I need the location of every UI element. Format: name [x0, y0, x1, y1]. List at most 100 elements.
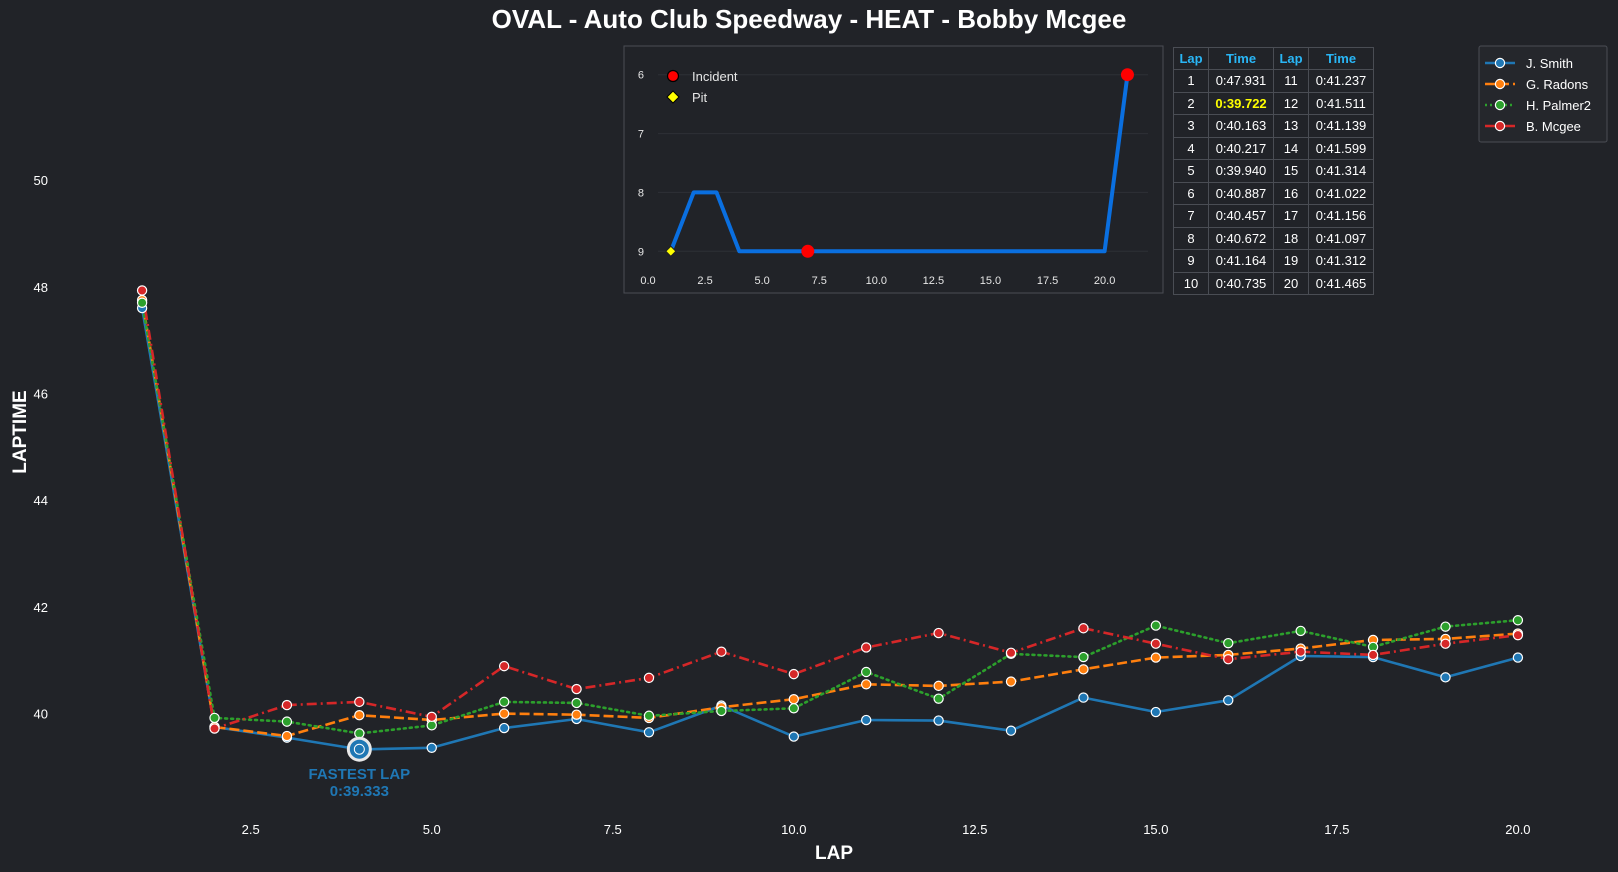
y-tick-label: 46: [34, 386, 48, 401]
y-tick-label: 44: [34, 493, 48, 508]
legend-label: B. Mcgee: [1526, 119, 1581, 134]
table-cell: 0:41.237: [1308, 69, 1374, 93]
table-cell: 0:41.599: [1308, 136, 1374, 160]
table-cell: 11: [1273, 69, 1309, 93]
table-cell: 4: [1173, 136, 1209, 160]
main-series: [140, 290, 1520, 751]
data-point: [1005, 725, 1017, 736]
data-point: [136, 297, 148, 308]
x-tick-label: 15.0: [1143, 822, 1168, 837]
data-point: [498, 722, 510, 734]
table-cell: 0:40.217: [1208, 136, 1274, 160]
data-point: [788, 703, 799, 714]
table-row: 6 0:40.887 16 0:41.022: [1173, 181, 1374, 205]
table-cell: 0:39.940: [1208, 159, 1274, 183]
inset-x-tick-label: 20.0: [1094, 275, 1115, 287]
data-point: [1512, 615, 1524, 626]
inset-y-tick-label: 8: [638, 187, 644, 199]
data-point: [933, 627, 944, 639]
table-cell: 0:40.735: [1208, 271, 1274, 295]
series-line: [140, 307, 1519, 751]
x-tick-label: 12.5: [962, 822, 987, 837]
table-row: 5 0:39.940 15 0:41.314: [1173, 159, 1374, 183]
data-point: [209, 712, 220, 724]
data-point: [1512, 629, 1524, 641]
legend-label: J. Smith: [1526, 56, 1573, 71]
chart-title: OVAL - Auto Club Speedway - HEAT - Bobby…: [491, 4, 1127, 34]
data-point: [1295, 646, 1306, 657]
data-point: [498, 696, 510, 708]
data-point: [1078, 623, 1089, 634]
data-point: [1005, 676, 1017, 687]
legend-marker: [1494, 78, 1506, 90]
table-cell: 17: [1273, 204, 1309, 228]
data-point: [861, 666, 872, 678]
inset-y-tick-label: 9: [638, 246, 644, 258]
inset-y-tick-label: 6: [638, 70, 644, 82]
table-cell: 13: [1273, 114, 1309, 138]
data-point: [1440, 638, 1451, 649]
inset-x-tick-label: 12.5: [923, 275, 944, 287]
data-point: [1440, 672, 1451, 683]
x-tick-label: 5.0: [423, 822, 441, 837]
data-point: [1078, 651, 1089, 663]
legend-box: [1478, 45, 1608, 143]
table-cell: 0:40.457: [1208, 204, 1274, 228]
data-point: [354, 696, 365, 708]
series-line: [140, 299, 1518, 738]
table-cell: 6: [1173, 181, 1209, 205]
data-point: [571, 697, 582, 709]
lap-times-table: Lap Time Lap Time 1 0:47.931 11 0:41.237 2 0:39.…: [1173, 47, 1374, 295]
table-cell: 18: [1273, 226, 1309, 250]
table-cell: 0:40.672: [1208, 226, 1274, 250]
x-tick-label: 17.5: [1324, 822, 1349, 837]
data-point: [426, 711, 437, 723]
y-tick-label: 48: [34, 280, 48, 295]
data-point: [1440, 621, 1451, 632]
data-point: [788, 694, 799, 705]
data-point: [1005, 647, 1017, 658]
table-row: 7 0:40.457 17 0:41.156: [1173, 204, 1374, 228]
inset-legend-pit-icon: [666, 90, 680, 104]
data-point: [1150, 706, 1162, 718]
table-row: 1 0:47.931 11 0:41.237: [1173, 69, 1374, 93]
data-point: [643, 710, 655, 721]
data-point: [933, 693, 944, 704]
table-cell: 0:41.097: [1308, 226, 1374, 250]
table-cell: 9: [1173, 249, 1209, 273]
table-cell: 5: [1173, 159, 1209, 183]
data-point: [1150, 638, 1162, 649]
table-cell: 0:40.887: [1208, 181, 1274, 205]
table-body: 1 0:47.931 11 0:41.237 2 0:39.722 12 0:41.511 3 0…: [1173, 69, 1374, 295]
table-cell: 3: [1173, 114, 1209, 138]
table-cell: 0:41.511: [1308, 91, 1374, 115]
inset-y-tick-label: 7: [638, 129, 644, 141]
table-row: 9 0:41.164 19 0:41.312: [1173, 249, 1374, 273]
data-point: [861, 679, 872, 690]
table-cell: 0:41.164: [1208, 249, 1274, 273]
incident-marker: [801, 244, 815, 258]
table-cell: 0:47.931: [1208, 69, 1274, 93]
table-header-cell: Time: [1308, 47, 1374, 70]
y-tick-label: 50: [34, 173, 48, 188]
data-point: [136, 285, 148, 296]
data-point: [1150, 652, 1162, 663]
table-cell: 0:41.312: [1308, 249, 1374, 273]
fastest-lap-point: [353, 743, 365, 755]
data-point: [1367, 649, 1379, 661]
data-point: [426, 742, 437, 753]
data-point: [861, 714, 872, 726]
pit-marker: [665, 245, 677, 257]
table-row: 10 0:40.735 20 0:41.465: [1173, 271, 1374, 295]
y-tick-label: 40: [34, 707, 48, 722]
data-point: [716, 646, 727, 657]
fastest-lap-time: 0:39.333: [330, 783, 389, 800]
data-point: [1078, 664, 1089, 675]
inset-x-tick-label: 5.0: [755, 275, 770, 287]
table-cell: 0:41.465: [1308, 271, 1374, 295]
main-axes: 2.5 5.0 7.5 10.0 12.5 15.0 17.5 20.0 40 42 44 46 48 5…: [10, 173, 1531, 864]
y-tick-label: 42: [34, 600, 48, 615]
table-cell: 0:39.722: [1208, 91, 1274, 115]
